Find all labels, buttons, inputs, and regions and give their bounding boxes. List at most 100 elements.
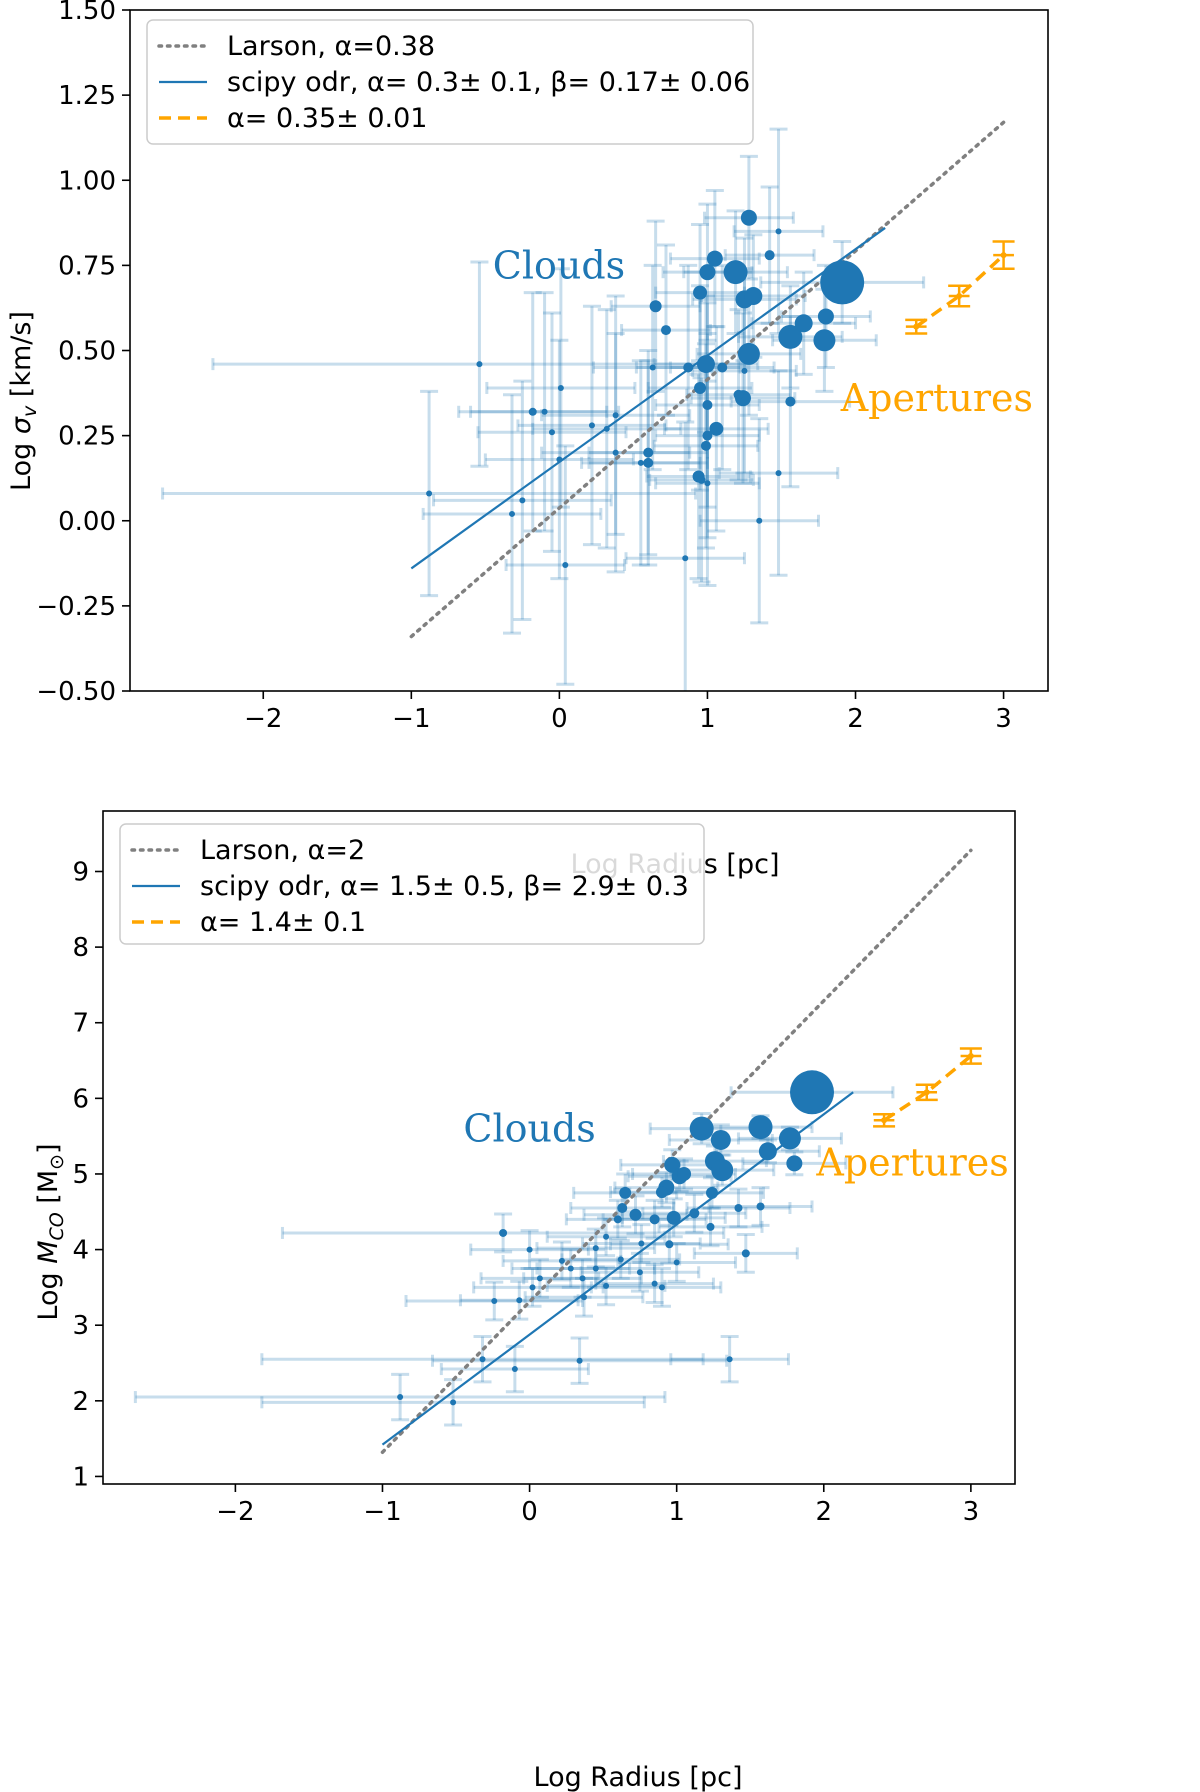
top-aperture-point bbox=[948, 284, 971, 308]
top-cloud-point bbox=[697, 475, 706, 484]
bottom-cloud-point bbox=[516, 1297, 523, 1304]
bottom-cloud-point bbox=[734, 1203, 743, 1212]
bottom-cloud-point bbox=[636, 1269, 643, 1276]
top-cloud-point bbox=[637, 459, 644, 466]
bottom-aperture-series bbox=[873, 1047, 982, 1128]
top-cloud-point bbox=[603, 425, 610, 432]
top-cloud-point bbox=[704, 480, 711, 487]
top-cloud-point bbox=[756, 517, 763, 524]
top-x-tick-label: 0 bbox=[551, 704, 568, 734]
bottom-annotations: Clouds Apertures bbox=[463, 1107, 1008, 1185]
bottom-aperture-point bbox=[915, 1083, 938, 1102]
top-cloud-point bbox=[548, 429, 555, 436]
top-annotation-clouds: Clouds bbox=[493, 243, 625, 287]
bottom-ylabel-unit-close: ] bbox=[33, 1143, 64, 1154]
top-cloud-point bbox=[660, 325, 671, 336]
top-y-tick-label: 1.25 bbox=[58, 81, 116, 111]
bottom-y-tick-label: 9 bbox=[72, 857, 89, 887]
top-legend: Larson, α=0.38 scipy odr, α= 0.3± 0.1, β=… bbox=[146, 19, 754, 145]
top-cloud-point bbox=[706, 250, 723, 267]
top-cloud-point bbox=[733, 389, 744, 400]
bottom-ticks: −2 −1 0 1 2 3 1 2 3 4 5 6 7 8 9 bbox=[72, 857, 979, 1527]
top-cloud-point bbox=[744, 287, 763, 306]
top-annotations: Clouds Apertures bbox=[493, 243, 1033, 420]
bottom-y-tick-label: 3 bbox=[72, 1311, 89, 1341]
bottom-cloud-point bbox=[491, 1298, 498, 1305]
bottom-cloud-point bbox=[567, 1265, 574, 1272]
bottom-y-tick-label: 5 bbox=[72, 1160, 89, 1190]
bottom-cloud-point bbox=[711, 1159, 734, 1182]
bottom-cloud-point bbox=[617, 1256, 624, 1263]
bottom-y-tick-label: 6 bbox=[72, 1084, 89, 1114]
bottom-x-tick-label: 0 bbox=[521, 1497, 538, 1527]
bottom-annotation-apertures: Apertures bbox=[815, 1141, 1008, 1185]
top-cloud-point bbox=[557, 384, 564, 391]
bottom-annotation-clouds: Clouds bbox=[463, 1107, 595, 1151]
bottom-y-tick-label: 2 bbox=[72, 1387, 89, 1417]
top-cloud-point bbox=[643, 447, 654, 458]
bottom-x-tick-label: 2 bbox=[816, 1497, 833, 1527]
top-cloud-point bbox=[775, 228, 782, 235]
bottom-cloud-point bbox=[710, 1129, 731, 1150]
bottom-cloud-points bbox=[397, 1070, 835, 1406]
bottom-cloud-point bbox=[786, 1155, 803, 1172]
bottom-ylabel-subscript: CO bbox=[46, 1212, 68, 1240]
top-cloud-point bbox=[820, 260, 865, 305]
bottom-cloud-point bbox=[778, 1127, 801, 1150]
top-cloud-point bbox=[741, 367, 748, 374]
top-cloud-point bbox=[612, 449, 619, 456]
top-legend-box bbox=[146, 19, 754, 145]
bottom-x-tick-label: 3 bbox=[963, 1497, 980, 1527]
bottom-cloud-point bbox=[705, 1186, 718, 1199]
bottom-cloud-point bbox=[617, 1202, 628, 1213]
top-cloud-point bbox=[509, 510, 516, 517]
top-cloud-errorbar bbox=[702, 154, 795, 281]
bottom-cloud-point bbox=[603, 1233, 610, 1240]
top-y-tick-label: 0.00 bbox=[58, 507, 116, 537]
top-annotation-apertures: Apertures bbox=[840, 376, 1033, 420]
top-y-tick-label: 0.50 bbox=[58, 337, 116, 367]
top-cloud-point bbox=[556, 456, 563, 463]
top-cloud-point bbox=[764, 250, 775, 261]
top-cloud-point bbox=[612, 412, 619, 419]
bottom-cloud-point bbox=[638, 1240, 645, 1247]
bottom-cloud-point bbox=[592, 1265, 599, 1272]
bottom-cloud-point bbox=[677, 1166, 692, 1181]
top-x-tick-label: −1 bbox=[392, 704, 430, 734]
top-cloud-point bbox=[562, 562, 569, 569]
top-y-tick-label: 0.25 bbox=[58, 422, 116, 452]
top-ticks: −2 −1 0 1 2 3 −0.50 −0.25 0.00 0.25 0.50 0.75 1.00 1.… bbox=[36, 0, 1012, 734]
bottom-cloud-point bbox=[613, 1215, 622, 1224]
top-cloud-point bbox=[794, 314, 813, 333]
top-ylabel-subscript: v bbox=[19, 405, 41, 417]
top-cloud-point bbox=[696, 355, 715, 374]
top-cloud-point bbox=[476, 361, 483, 368]
bottom-cloud-point bbox=[664, 1156, 681, 1173]
top-cloud-point bbox=[643, 457, 654, 468]
bottom-cloud-point bbox=[450, 1399, 457, 1406]
top-cloud-point bbox=[702, 399, 713, 410]
bottom-cloud-point bbox=[526, 1246, 533, 1253]
bottom-cloud-point bbox=[726, 1356, 733, 1363]
bottom-cloud-point bbox=[592, 1245, 599, 1252]
top-y-tick-label: 0.75 bbox=[58, 251, 116, 281]
bottom-cloud-point bbox=[581, 1294, 588, 1301]
bottom-cloud-point bbox=[689, 1116, 714, 1141]
top-cloud-point bbox=[683, 362, 694, 373]
bottom-cloud-point bbox=[665, 1240, 674, 1249]
top-cloud-point bbox=[778, 324, 803, 349]
top-cloud-point bbox=[813, 329, 836, 352]
top-cloud-point bbox=[699, 264, 716, 281]
bottom-cloud-point bbox=[673, 1259, 680, 1266]
top-y-tick-label: −0.50 bbox=[36, 677, 116, 707]
top-cloud-point bbox=[702, 430, 713, 441]
top-y-tick-label: 1.50 bbox=[58, 0, 116, 26]
top-cloud-point bbox=[723, 260, 748, 285]
bottom-y-tick-label: 1 bbox=[72, 1462, 89, 1492]
top-y-tick-label: −0.25 bbox=[36, 592, 116, 622]
top-cloud-point bbox=[717, 362, 728, 373]
bottom-aperture-point bbox=[873, 1112, 896, 1128]
top-cloud-point bbox=[737, 342, 760, 365]
top-cloud-point bbox=[528, 407, 537, 416]
